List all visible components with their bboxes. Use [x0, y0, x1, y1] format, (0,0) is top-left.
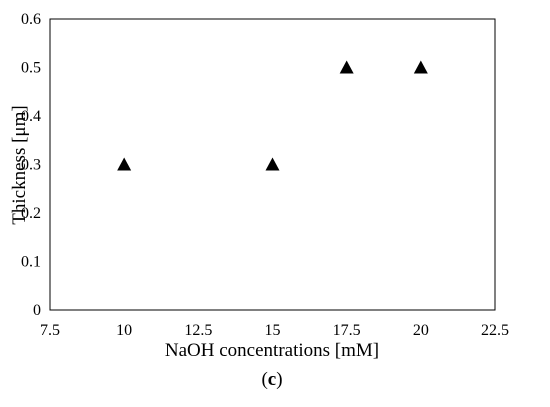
y-tick-label: 0.5 — [21, 60, 41, 77]
y-axis-title: Thickness [μm] — [9, 105, 30, 224]
x-tick-label: 15 — [265, 322, 281, 339]
y-tick-label: 0.4 — [21, 108, 41, 125]
x-axis-title: NaOH concentrations [mM] — [165, 340, 379, 361]
x-tick-label: 12.5 — [184, 322, 212, 339]
x-tick-labels: 7.5 10 12.5 15 17.5 20 22.5 — [40, 322, 509, 339]
data-points — [117, 60, 428, 171]
figure-caption: (c) — [261, 369, 282, 390]
data-point-triangle — [265, 157, 280, 171]
y-tick-label: 0.3 — [21, 157, 41, 174]
y-tick-label: 0.2 — [21, 205, 41, 222]
y-tick-label: 0 — [33, 302, 41, 319]
caption-open: ( — [261, 369, 267, 390]
x-tick-label: 22.5 — [481, 322, 509, 339]
x-tick-label: 7.5 — [40, 322, 60, 339]
x-tick-label: 10 — [116, 322, 132, 339]
data-point-triangle — [413, 60, 428, 74]
caption-close: ) — [276, 369, 282, 390]
data-point-triangle — [339, 60, 354, 74]
caption-letter: c — [268, 369, 276, 390]
y-tick-label: 0.6 — [21, 11, 41, 28]
y-tick-label: 0.1 — [21, 254, 41, 271]
x-tick-label: 20 — [413, 322, 429, 339]
data-point-triangle — [117, 157, 132, 171]
x-tick-label: 17.5 — [333, 322, 361, 339]
y-tick-labels: 0 0.1 0.2 0.3 0.4 0.5 0.6 — [21, 11, 41, 319]
plot-area-frame — [49, 18, 496, 311]
